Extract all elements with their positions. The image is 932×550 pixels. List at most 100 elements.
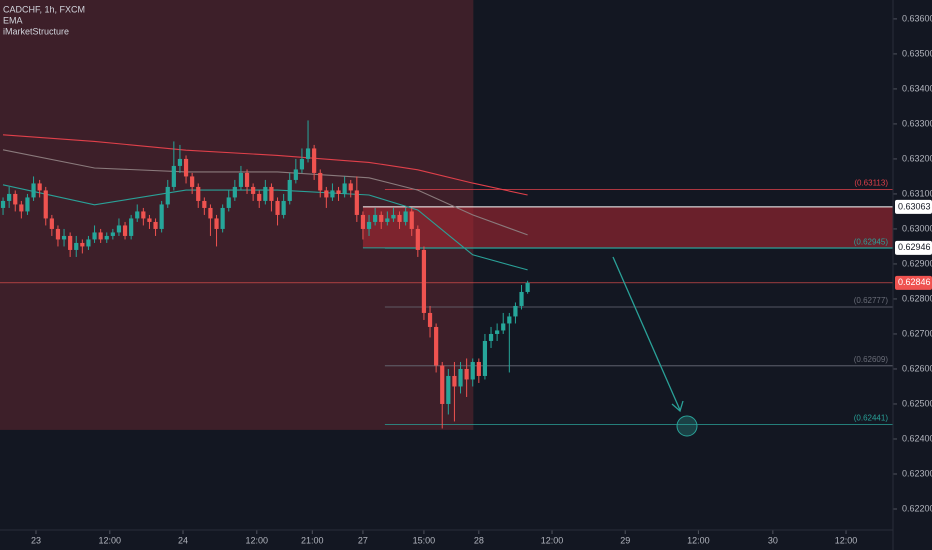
candle-body (153, 221, 158, 229)
x-tick-label: 23 (31, 535, 41, 545)
ema-line (2, 134, 528, 196)
candle-body (177, 158, 183, 166)
candle-body (183, 158, 189, 177)
candle-body (275, 200, 280, 215)
x-tick-label: 29 (620, 535, 630, 545)
candle-body (98, 232, 103, 240)
candle-body (403, 211, 408, 222)
last-price-label: 0.62846 (898, 277, 931, 287)
candle-body (269, 186, 274, 201)
candle-body (214, 218, 219, 229)
candle-body (507, 316, 512, 324)
candle-body (80, 242, 85, 247)
candle-body (129, 218, 134, 236)
indicator-legend: EMA (3, 15, 23, 25)
candle-body (299, 158, 305, 170)
candle-body (427, 312, 433, 327)
candle-body (19, 204, 24, 212)
y-tick-label: 0.62900 (902, 258, 932, 268)
y-tick-label: 0.63200 (902, 153, 932, 163)
candle-body (366, 221, 372, 229)
candle-body (305, 148, 311, 159)
candle-body (226, 197, 231, 208)
candle-body (165, 186, 170, 205)
level-label: (0.63113) (854, 178, 888, 187)
candle-body (31, 183, 36, 198)
candle-body (116, 225, 122, 233)
candle-body (251, 186, 256, 194)
candle-body (110, 232, 115, 236)
plot-layer (0, 120, 530, 429)
candle-body (434, 326, 439, 366)
candle-body (373, 214, 378, 222)
candle-body (312, 148, 317, 173)
background-layer (0, 0, 897, 534)
last-price-label-box (895, 275, 932, 290)
candle-body (391, 214, 396, 219)
candle-body (220, 207, 225, 229)
candle-body (336, 190, 341, 194)
candle-body (202, 200, 207, 208)
candle-body (525, 282, 530, 292)
zone-bottom-label-box (895, 240, 932, 255)
y-tick-label: 0.62800 (902, 293, 932, 303)
candle-body (446, 375, 451, 404)
zone-top-label: 0.63063 (898, 201, 931, 211)
candle-body (495, 330, 500, 334)
candle-body (7, 193, 12, 201)
y-tick-label: 0.62700 (902, 328, 932, 338)
candle-body (464, 368, 469, 380)
x-tick-label: 12:00 (541, 535, 564, 545)
candle-body (263, 186, 268, 201)
candle-body (324, 190, 329, 198)
candle-body (68, 235, 73, 250)
candle-body (440, 365, 445, 404)
candle-body (208, 207, 213, 219)
candle-body (379, 214, 384, 222)
candle-body (37, 183, 42, 191)
x-tick-label: 30 (768, 535, 778, 545)
candle-body (458, 368, 463, 387)
candle-body (482, 340, 488, 376)
x-tick-label: 12:00 (687, 535, 710, 545)
candle-body (55, 228, 61, 240)
candle-body (348, 183, 353, 191)
y-tick-label: 0.63300 (902, 118, 932, 128)
level-label: (0.62945) (854, 237, 889, 246)
candle-body (488, 333, 494, 341)
zone-bottom-label: 0.62946 (898, 242, 931, 252)
x-tick-label: 21:00 (301, 535, 324, 545)
arrow-head (671, 400, 684, 413)
candle-body (501, 323, 506, 331)
x-tick-label: 27 (358, 535, 368, 545)
y-tick-label: 0.63000 (902, 223, 932, 233)
supply-zone (362, 206, 894, 248)
candle-body (470, 361, 475, 380)
candle-body (476, 361, 481, 376)
candle-body (409, 211, 414, 229)
zone-top-label-box (895, 199, 932, 214)
candle-body (244, 172, 250, 187)
candle-body (318, 172, 323, 191)
candle-body (238, 172, 244, 187)
candle-body (0, 200, 6, 208)
candle-body (293, 169, 298, 180)
level-label: (0.62441) (854, 414, 889, 423)
y-tick-label: 0.62200 (902, 503, 932, 513)
x-tick-label: 12:00 (835, 535, 858, 545)
candle-body (122, 225, 128, 236)
level-label: (0.62777) (854, 296, 889, 305)
indicator-legend: iMarketStructure (3, 26, 69, 36)
candle-body (141, 211, 146, 219)
y-tick-label: 0.63600 (902, 13, 932, 23)
candle-body (74, 242, 79, 250)
candle-body (354, 190, 359, 215)
candle-body (13, 193, 18, 205)
candle-body (452, 375, 457, 387)
x-tick-label: 28 (474, 535, 484, 545)
y-tick-label: 0.62400 (902, 433, 932, 443)
candle-body (287, 179, 292, 201)
y-tick-label: 0.63500 (902, 48, 932, 58)
candle-body (147, 218, 152, 222)
